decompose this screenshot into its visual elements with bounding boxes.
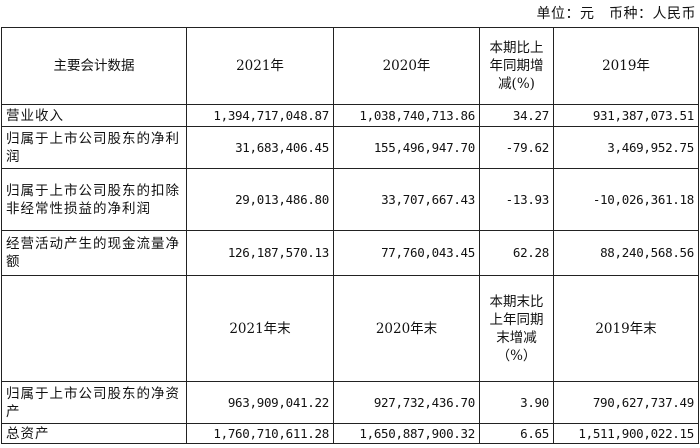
cell-change: 3.90	[479, 381, 554, 424]
table-header-row: 主要会计数据 2021年 2020年 本期比上年同期增减(%) 2019年	[1, 27, 699, 105]
subheader-2020: 2020年末	[333, 275, 480, 382]
cell-2021: 31,683,406.45	[186, 126, 334, 169]
cell-2019: -10,026,361.18	[553, 168, 699, 231]
cell-2020: 1,650,887,900.32	[333, 423, 480, 444]
header-change: 本期比上年同期增减(%)	[479, 27, 554, 105]
subheader-2019: 2019年末	[553, 275, 699, 382]
header-2021: 2021年	[186, 27, 334, 105]
cell-2021: 963,909,041.22	[186, 381, 334, 424]
cell-2020: 77,760,043.45	[333, 230, 480, 276]
table-row: 经营活动产生的现金流量净额 126,187,570.13 77,760,043.…	[1, 230, 699, 276]
row-label: 归属于上市公司股东的净利润	[1, 126, 187, 169]
cell-2020: 1,038,740,713.86	[333, 104, 480, 127]
cell-change: 34.27	[479, 104, 554, 127]
cell-change: 62.28	[479, 230, 554, 276]
header-2019: 2019年	[553, 27, 699, 105]
cell-change: -13.93	[479, 168, 554, 231]
cell-2020: 33,707,667.43	[333, 168, 480, 231]
row-label: 归属于上市公司股东的净资产	[1, 381, 187, 424]
row-label: 总资产	[1, 423, 187, 444]
cell-2019: 790,627,737.49	[553, 381, 699, 424]
table-row: 归属于上市公司股东的净资产 963,909,041.22 927,732,436…	[1, 381, 699, 424]
table-row: 归属于上市公司股东的扣除非经常性损益的净利润 29,013,486.80 33,…	[1, 168, 699, 231]
subheader-change: 本期末比上年同期末增减（%）	[479, 275, 554, 382]
cell-change: -79.62	[479, 126, 554, 169]
row-label: 经营活动产生的现金流量净额	[1, 230, 187, 276]
cell-2020: 155,496,947.70	[333, 126, 480, 169]
table-row: 归属于上市公司股东的净利润 31,683,406.45 155,496,947.…	[1, 126, 699, 169]
table-row: 营业收入 1,394,717,048.87 1,038,740,713.86 3…	[1, 104, 699, 127]
row-label: 营业收入	[1, 104, 187, 127]
key-accounting-data-table: 主要会计数据 2021年 2020年 本期比上年同期增减(%) 2019年 营业…	[1, 27, 699, 444]
cell-2019: 88,240,568.56	[553, 230, 699, 276]
cell-2019: 931,387,073.51	[553, 104, 699, 127]
header-label: 主要会计数据	[1, 27, 187, 105]
table-row: 总资产 1,760,710,611.28 1,650,887,900.32 6.…	[1, 423, 699, 444]
cell-2021: 126,187,570.13	[186, 230, 334, 276]
unit-currency-caption: 单位：元 币种：人民币	[536, 6, 696, 22]
cell-2021: 1,394,717,048.87	[186, 104, 334, 127]
subheader-label	[1, 275, 187, 382]
cell-2019: 1,511,900,022.15	[553, 423, 699, 444]
cell-2021: 29,013,486.80	[186, 168, 334, 231]
cell-2021: 1,760,710,611.28	[186, 423, 334, 444]
table-subheader-row: 2021年末 2020年末 本期末比上年同期末增减（%） 2019年末	[1, 275, 699, 382]
subheader-2021: 2021年末	[186, 275, 334, 382]
cell-change: 6.65	[479, 423, 554, 444]
row-label: 归属于上市公司股东的扣除非经常性损益的净利润	[1, 168, 187, 231]
header-2020: 2020年	[333, 27, 480, 105]
cell-2019: 3,469,952.75	[553, 126, 699, 169]
cell-2020: 927,732,436.70	[333, 381, 480, 424]
